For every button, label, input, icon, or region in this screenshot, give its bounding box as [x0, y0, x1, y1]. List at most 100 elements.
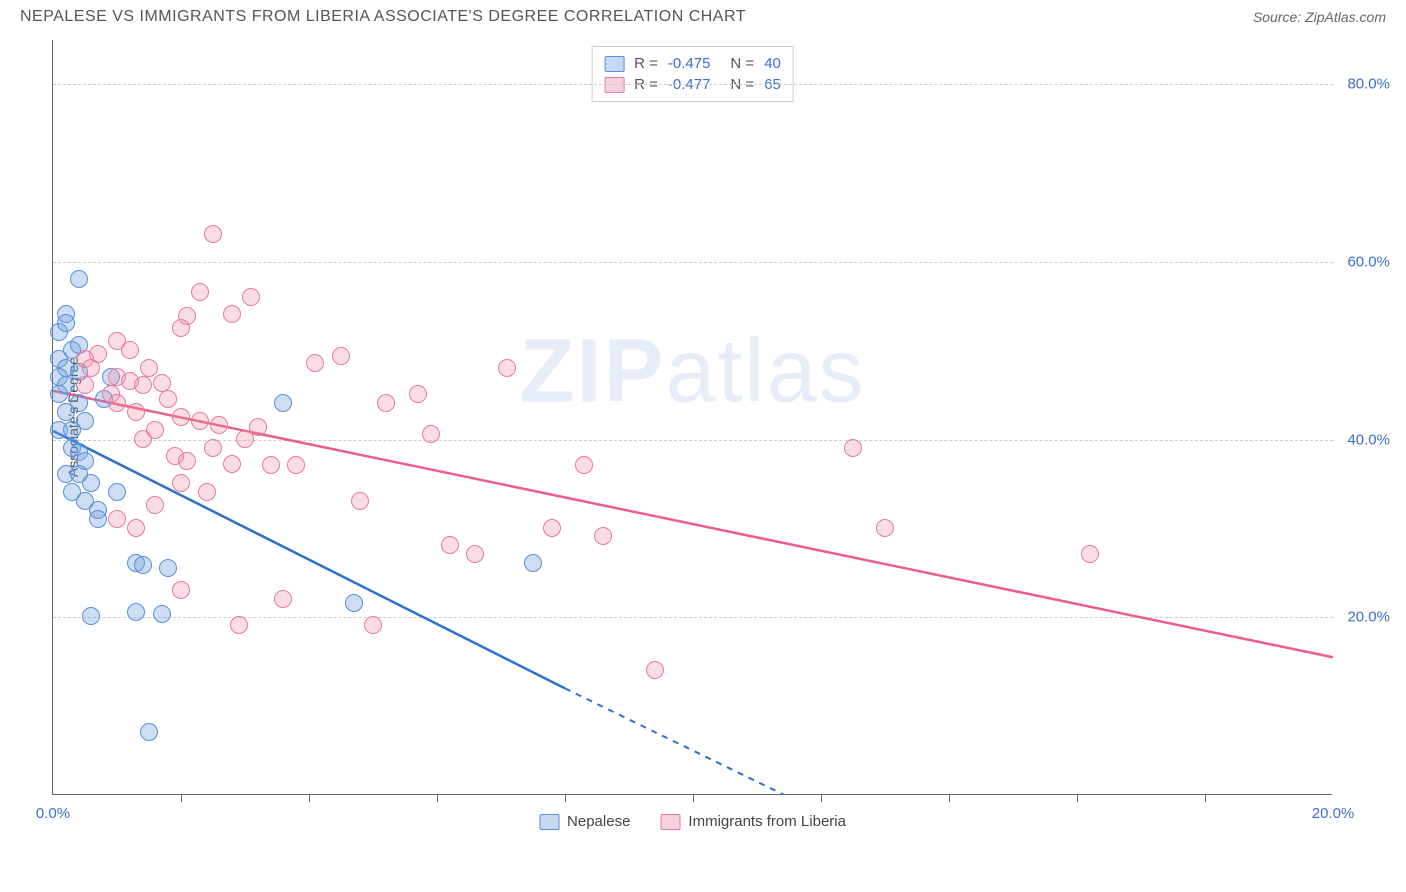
data-point — [57, 314, 75, 332]
legend-item-0: Nepalese — [539, 813, 630, 830]
gridline — [53, 262, 1333, 263]
data-point — [63, 421, 81, 439]
data-point — [70, 270, 88, 288]
data-point — [134, 430, 152, 448]
y-tick-label: 80.0% — [1347, 76, 1390, 93]
data-point — [134, 556, 152, 574]
data-point — [172, 319, 190, 337]
chart-title: NEPALESE VS IMMIGRANTS FROM LIBERIA ASSO… — [20, 8, 746, 26]
data-point — [332, 347, 350, 365]
data-point — [262, 456, 280, 474]
swatch-blue-icon — [604, 56, 624, 72]
data-point — [543, 519, 561, 537]
x-minor-tick — [309, 794, 310, 802]
y-tick-label: 60.0% — [1347, 254, 1390, 271]
data-point — [287, 456, 305, 474]
data-point — [274, 394, 292, 412]
data-point — [134, 376, 152, 394]
stat-n-label-0: N = — [730, 55, 754, 72]
data-point — [377, 394, 395, 412]
legend-stats-row-0: R = -0.475 N = 40 — [604, 53, 781, 74]
data-point — [127, 603, 145, 621]
data-point — [76, 376, 94, 394]
data-point — [127, 403, 145, 421]
data-point — [159, 390, 177, 408]
data-point — [204, 225, 222, 243]
x-minor-tick — [437, 794, 438, 802]
x-minor-tick — [949, 794, 950, 802]
x-minor-tick — [565, 794, 566, 802]
data-point — [306, 354, 324, 372]
y-tick-label: 20.0% — [1347, 609, 1390, 626]
data-point — [844, 439, 862, 457]
watermark-right: atlas — [665, 321, 865, 421]
data-point — [108, 394, 126, 412]
data-point — [198, 483, 216, 501]
watermark-left: ZIP — [519, 321, 665, 421]
data-point — [364, 616, 382, 634]
stat-n-value-0: 40 — [764, 55, 781, 72]
data-point — [82, 474, 100, 492]
chart-container: Associate's Degree ZIPatlas R = -0.475 N… — [52, 40, 1392, 830]
data-point — [646, 661, 664, 679]
legend-stats: R = -0.475 N = 40 R = -0.477 N = 65 — [591, 46, 794, 102]
legend-label-0: Nepalese — [567, 813, 630, 830]
data-point — [441, 536, 459, 554]
data-point — [575, 456, 593, 474]
data-point — [121, 341, 139, 359]
data-point — [57, 403, 75, 421]
data-point — [422, 425, 440, 443]
stat-r-value-0: -0.475 — [668, 55, 711, 72]
data-point — [223, 305, 241, 323]
data-point — [230, 616, 248, 634]
data-point — [178, 452, 196, 470]
source-name: ZipAtlas.com — [1305, 9, 1386, 25]
watermark: ZIPatlas — [519, 320, 865, 423]
data-point — [159, 559, 177, 577]
data-point — [242, 288, 260, 306]
x-tick-label: 20.0% — [1312, 805, 1355, 822]
data-point — [108, 483, 126, 501]
x-minor-tick — [181, 794, 182, 802]
data-point — [172, 474, 190, 492]
x-minor-tick — [1205, 794, 1206, 802]
data-point — [594, 527, 612, 545]
gridline — [53, 84, 1333, 85]
data-point — [274, 590, 292, 608]
data-point — [82, 607, 100, 625]
legend-series: Nepalese Immigrants from Liberia — [539, 813, 846, 830]
header: NEPALESE VS IMMIGRANTS FROM LIBERIA ASSO… — [0, 0, 1406, 30]
data-point — [466, 545, 484, 563]
data-point — [876, 519, 894, 537]
x-minor-tick — [821, 794, 822, 802]
data-point — [172, 581, 190, 599]
data-point — [153, 605, 171, 623]
data-point — [498, 359, 516, 377]
data-point — [1081, 545, 1099, 563]
data-point — [127, 519, 145, 537]
source-prefix: Source: — [1253, 9, 1305, 25]
plot-area: Associate's Degree ZIPatlas R = -0.475 N… — [52, 40, 1332, 795]
data-point — [210, 416, 228, 434]
data-point — [524, 554, 542, 572]
data-point — [204, 439, 222, 457]
x-tick-label: 0.0% — [36, 805, 70, 822]
source-label: Source: ZipAtlas.com — [1253, 9, 1386, 25]
data-point — [89, 510, 107, 528]
data-point — [140, 359, 158, 377]
legend-label-1: Immigrants from Liberia — [688, 813, 846, 830]
data-point — [108, 510, 126, 528]
stat-r-label-0: R = — [634, 55, 658, 72]
data-point — [191, 412, 209, 430]
trend-lines — [53, 40, 1333, 795]
data-point — [82, 359, 100, 377]
data-point — [172, 408, 190, 426]
swatch-blue-icon — [539, 814, 559, 830]
data-point — [223, 455, 241, 473]
data-point — [146, 496, 164, 514]
swatch-pink-icon — [660, 814, 680, 830]
y-tick-label: 40.0% — [1347, 431, 1390, 448]
data-point — [409, 385, 427, 403]
data-point — [140, 723, 158, 741]
data-point — [351, 492, 369, 510]
